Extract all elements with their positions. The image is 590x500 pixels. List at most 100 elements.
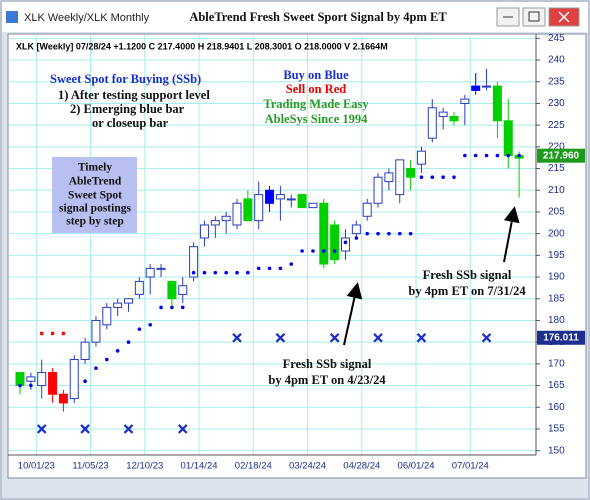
stop-dot xyxy=(105,357,109,362)
stop-dot xyxy=(235,270,239,275)
y-tick-label: 195 xyxy=(548,250,565,261)
stop-dot xyxy=(246,270,250,275)
annotation: by 4pm ET on 7/31/24 xyxy=(408,284,526,298)
candle-body xyxy=(189,246,199,278)
candle-body xyxy=(145,267,155,278)
candle-body xyxy=(297,194,307,209)
candle-body xyxy=(449,115,459,122)
stop-dot xyxy=(365,231,370,236)
stop-dot xyxy=(517,153,521,158)
price-tag-label: 176.011 xyxy=(543,332,579,343)
stop-dot xyxy=(115,349,120,353)
candle-body xyxy=(384,172,394,183)
info-text: signal postings xyxy=(59,203,131,215)
candle-body xyxy=(406,168,416,178)
title-bar xyxy=(2,2,588,32)
info-box xyxy=(52,157,137,233)
y-tick-label: 180 xyxy=(548,315,565,326)
x-tick-label: 02/18/24 xyxy=(235,461,272,472)
y-tick-label: 170 xyxy=(548,358,565,369)
annotation: 1) After testing support level xyxy=(58,88,210,102)
candle-body xyxy=(330,224,340,261)
annotation: AbleSys Since 1994 xyxy=(265,112,369,126)
candle-body xyxy=(492,85,502,122)
stop-dot xyxy=(343,240,348,245)
stop-dot xyxy=(39,331,44,336)
y-tick-label: 155 xyxy=(548,424,565,435)
candle-body xyxy=(286,198,296,201)
price-tag xyxy=(537,148,585,163)
candle-body xyxy=(471,85,481,91)
candle-body xyxy=(427,107,437,139)
stop-dot xyxy=(83,379,87,384)
cycle-mark xyxy=(177,424,188,434)
candle-body xyxy=(58,393,68,404)
info-text: step by step xyxy=(66,216,124,228)
y-tick-label: 165 xyxy=(548,380,565,391)
stop-dot xyxy=(180,305,185,310)
candle-body xyxy=(254,194,264,222)
candle-body xyxy=(26,376,36,382)
x-tick-label: 10/01/23 xyxy=(18,461,55,472)
candle-body xyxy=(37,372,47,387)
stop-dot xyxy=(191,270,196,275)
candle-body xyxy=(134,280,144,295)
window-buttons[interactable] xyxy=(496,7,580,27)
candle-body xyxy=(275,194,285,200)
close-icon xyxy=(558,11,570,23)
stop-dot xyxy=(484,153,489,158)
candle-body xyxy=(503,120,513,157)
candle-body xyxy=(232,202,242,226)
stop-dot xyxy=(159,305,163,310)
stop-dot xyxy=(300,249,304,253)
x-tick-label: 07/01/24 xyxy=(452,461,489,472)
arrow xyxy=(503,206,520,263)
stop-dot xyxy=(387,231,391,236)
annotation: Buy on Blue xyxy=(283,68,349,82)
y-tick-label: 240 xyxy=(548,55,565,66)
stop-dot xyxy=(495,153,500,158)
stop-dot xyxy=(419,175,424,180)
stop-dot xyxy=(463,153,467,158)
y-tick-label: 230 xyxy=(548,98,565,109)
annotation: Fresh SSb signal xyxy=(423,268,512,282)
y-tick-label: 205 xyxy=(548,207,565,218)
y-tick-label: 235 xyxy=(548,76,565,87)
y-tick-label: 160 xyxy=(548,402,565,413)
stop-dot xyxy=(506,153,511,158)
candle-body xyxy=(416,150,426,165)
stop-dot xyxy=(408,231,413,236)
window-title: XLK Weekly/XLK Monthly xyxy=(24,12,150,24)
stop-dot xyxy=(354,236,359,240)
stop-dot xyxy=(430,175,435,180)
annotation: Fresh SSb signal xyxy=(283,357,372,371)
candle-body xyxy=(178,285,188,295)
candle-body xyxy=(91,319,101,343)
chart-panel xyxy=(7,33,587,479)
info-text: AbleTrend xyxy=(69,176,122,188)
y-tick-label: 220 xyxy=(548,141,565,152)
price-tag-label: 217.960 xyxy=(543,150,580,161)
x-tick-label: 04/28/24 xyxy=(343,461,380,472)
candle-body xyxy=(438,111,448,117)
app-icon xyxy=(6,11,18,23)
stop-dot xyxy=(256,266,261,271)
candle-body xyxy=(243,198,253,222)
stop-dot xyxy=(376,231,380,236)
candle-body xyxy=(460,98,470,104)
y-tick-label: 245 xyxy=(548,33,565,44)
stop-dot xyxy=(289,262,294,266)
stop-dot xyxy=(213,270,218,275)
stop-dot xyxy=(452,175,456,180)
y-tick-label: 190 xyxy=(548,272,565,283)
candle-body xyxy=(199,224,209,239)
cycle-mark xyxy=(481,333,492,343)
info-text: Timely xyxy=(78,162,113,174)
annotation: or closeup bar xyxy=(92,116,169,130)
cycle-mark xyxy=(232,333,242,343)
y-tick-label: 185 xyxy=(548,293,565,304)
stop-dot xyxy=(29,383,33,388)
candle-body xyxy=(156,267,166,270)
maximize-button[interactable] xyxy=(522,7,546,27)
